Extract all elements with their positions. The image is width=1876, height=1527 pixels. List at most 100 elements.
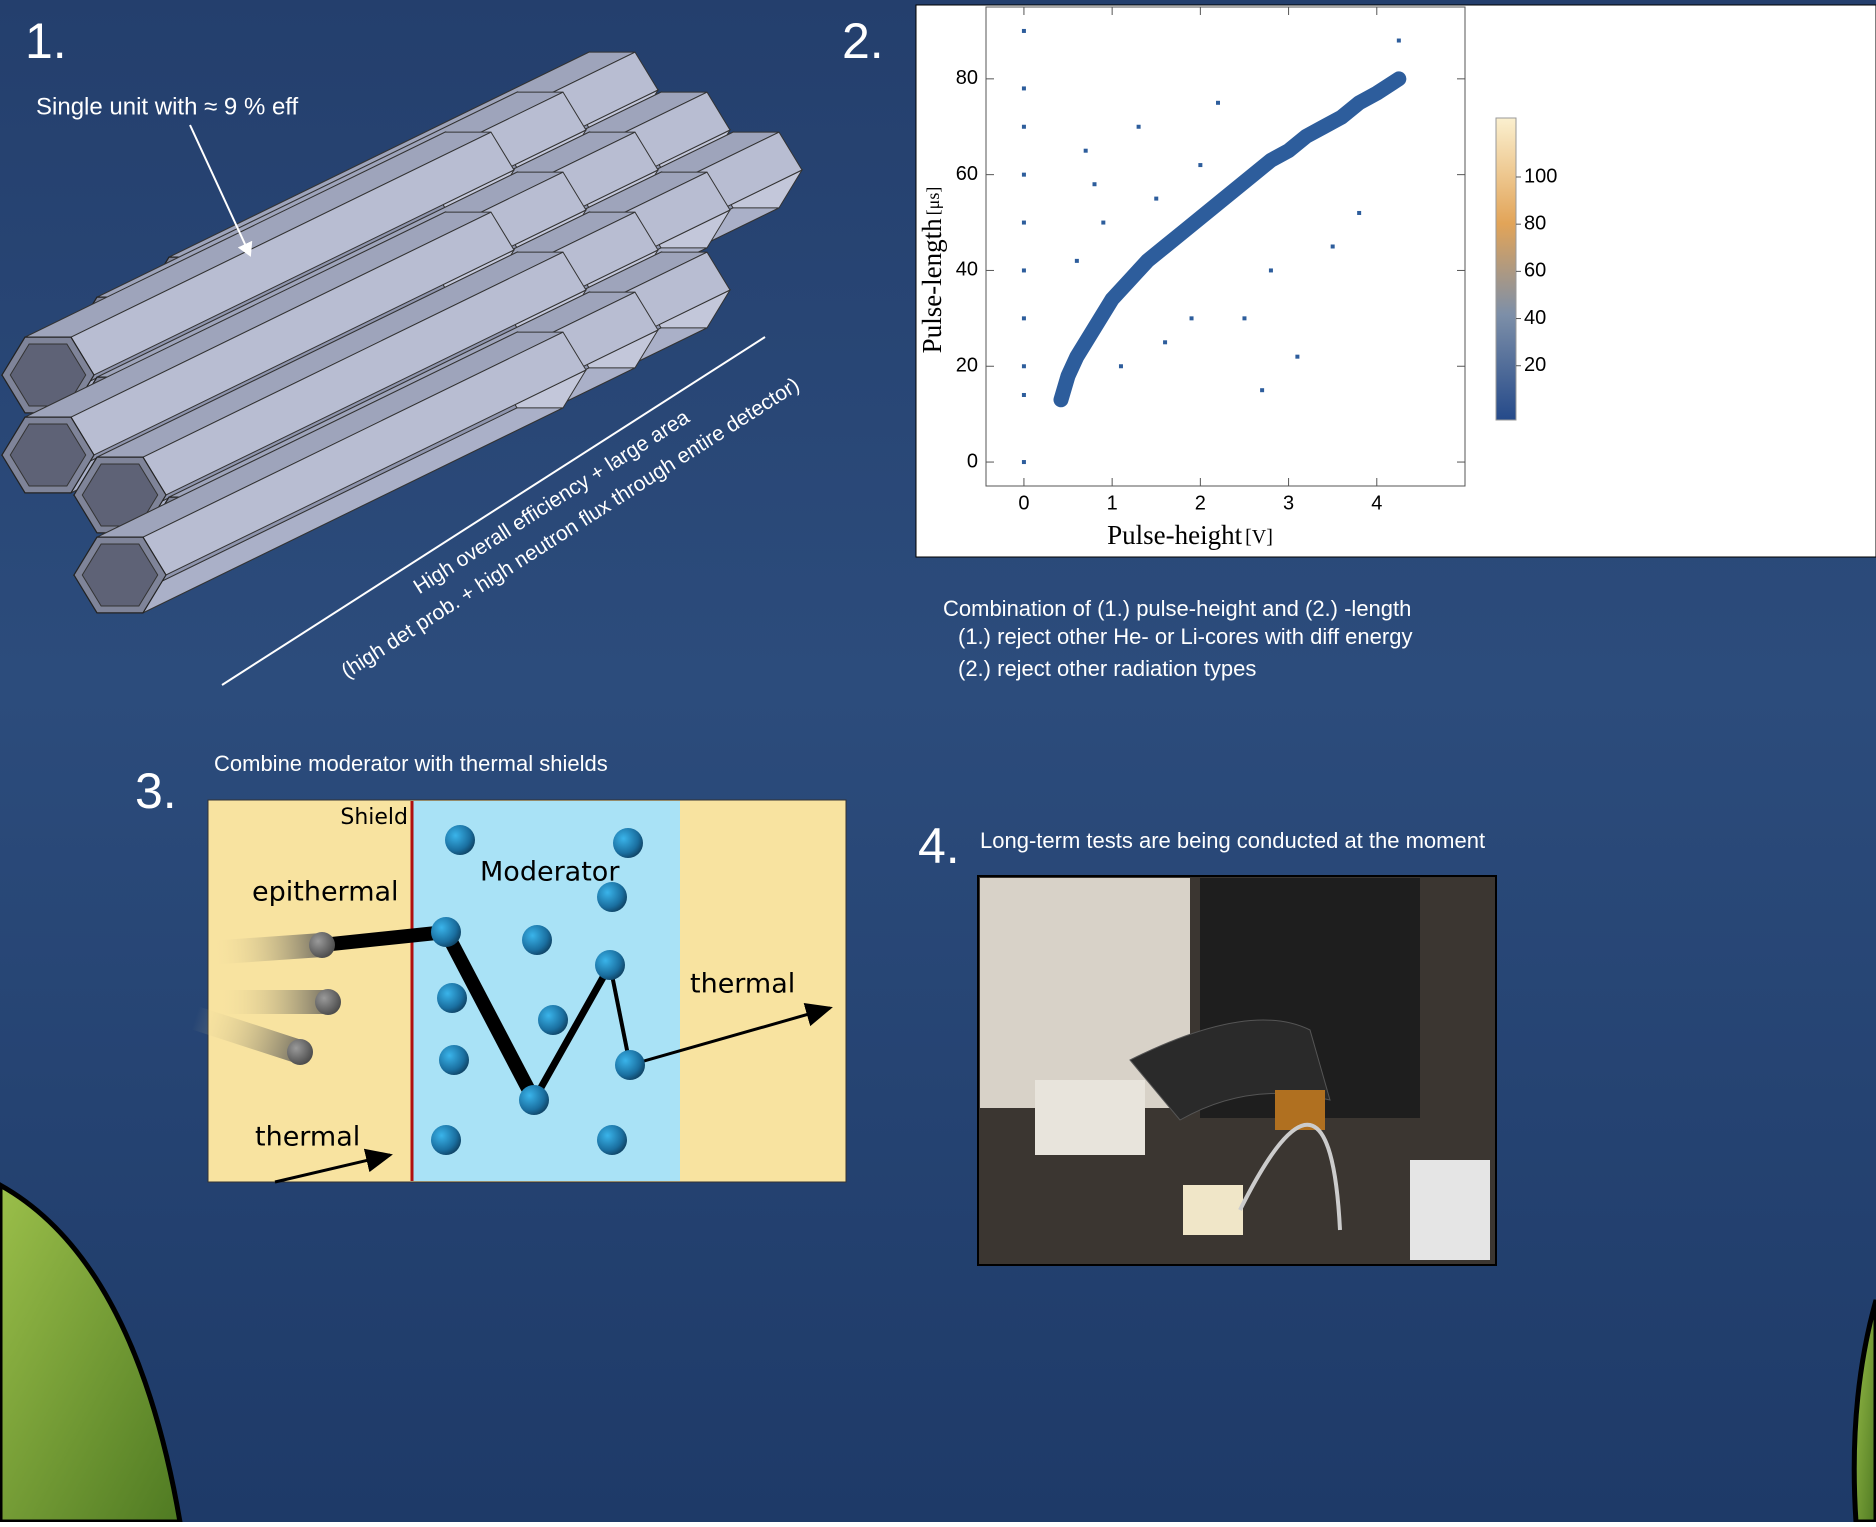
neutron	[309, 932, 335, 958]
hex-bundle	[0, 50, 804, 615]
atom	[437, 983, 467, 1013]
x-tick-label: 4	[1371, 492, 1382, 514]
path-segment	[608, 964, 632, 1066]
density-band	[1053, 71, 1407, 408]
caption: Combine moderator with thermal shields	[214, 751, 608, 776]
scatter-point	[1189, 316, 1194, 321]
note: Combination of (1.) pulse-height and (2.…	[943, 596, 1411, 621]
photo	[977, 875, 1497, 1266]
path-segment	[439, 928, 541, 1104]
divider-line	[221, 336, 766, 686]
y-tick-label: 60	[956, 163, 978, 185]
pointer-arrow	[189, 124, 253, 257]
scatter-point	[1092, 182, 1097, 187]
photo-cover	[1129, 1019, 1331, 1121]
scatter-point	[1074, 258, 1079, 263]
scatter-point	[1268, 268, 1273, 273]
atom	[439, 1045, 469, 1075]
neutron-trail	[191, 1006, 304, 1064]
colorbar-label: 80	[1524, 212, 1546, 234]
photo-device	[1035, 1080, 1145, 1155]
colorbar-label: 40	[1524, 307, 1546, 329]
section-number: 4.	[918, 818, 960, 874]
section-number: 1.	[25, 13, 67, 69]
path-arrow	[629, 1003, 833, 1067]
colorbar-label: 20	[1524, 354, 1546, 376]
atom	[431, 1125, 461, 1155]
scatter-point	[1154, 196, 1159, 201]
hex-inner	[81, 543, 159, 607]
x-tick-label: 0	[1018, 492, 1029, 514]
photo-paper	[1410, 1160, 1490, 1260]
scatter-point	[1021, 28, 1026, 33]
scatter-point	[1295, 354, 1300, 359]
x-tick-label: 1	[1107, 492, 1118, 514]
scatter-point	[1216, 100, 1221, 105]
caption: Single unit with ≈ 9 % eff	[36, 93, 299, 120]
atom	[613, 828, 643, 858]
atom	[597, 1125, 627, 1155]
scatter-point	[1118, 364, 1123, 369]
decor-grass	[1851, 1299, 1876, 1525]
path-segment	[321, 925, 447, 952]
atom	[597, 882, 627, 912]
photo-block	[1183, 1185, 1243, 1235]
atom	[595, 950, 625, 980]
scatter-point	[1021, 392, 1026, 397]
x-tick-label: 2	[1195, 492, 1206, 514]
section-number: 2.	[842, 13, 884, 69]
note: (2.) reject other radiation types	[958, 656, 1256, 681]
diagram-label: epithermal	[252, 877, 399, 908]
neutron	[315, 989, 341, 1015]
y-axis-title: Pulse-length	[917, 218, 947, 353]
y-tick-label: 20	[956, 355, 978, 377]
diagram-label: Moderator	[480, 857, 620, 888]
section-number: 3.	[135, 763, 177, 819]
x-axis-title: Pulse-height	[1107, 520, 1242, 550]
moderator-diagram: Shield Moderator epithermal thermal ther…	[191, 799, 847, 1184]
decor-grass	[0, 1182, 183, 1525]
note: (1.) reject other He- or Li-cores with d…	[958, 624, 1412, 649]
scatter-point	[1021, 364, 1026, 369]
y-axis-unit: [μs]	[923, 187, 943, 216]
diagram-label: thermal	[255, 1122, 360, 1153]
scatter-point	[1083, 148, 1088, 153]
scatter-point	[1021, 268, 1026, 273]
neutron	[287, 1039, 313, 1065]
scatter-point	[1198, 163, 1203, 168]
path-segment	[530, 963, 614, 1102]
y-axis-label: Pulse-length[μs]	[917, 187, 947, 354]
scatter-point	[1357, 210, 1362, 215]
scatter-point	[1021, 86, 1026, 91]
photo-cable	[1238, 1123, 1342, 1231]
y-tick-label: 40	[956, 259, 978, 281]
colorbar	[1495, 117, 1517, 421]
atom	[538, 1005, 568, 1035]
scatter-point	[1021, 220, 1026, 225]
y-tick-label: 0	[967, 450, 978, 472]
path-arrow	[274, 1148, 393, 1184]
atom	[445, 825, 475, 855]
y-tick-label: 80	[956, 67, 978, 89]
scatter-point	[1101, 220, 1106, 225]
neutron-trail	[218, 990, 328, 1014]
x-axis-label: Pulse-height [V]	[1107, 520, 1273, 550]
hex-inner	[9, 423, 87, 487]
atom	[615, 1050, 645, 1080]
neutron-trail	[211, 933, 323, 965]
diagram-label: Shield	[340, 805, 408, 830]
scatter-point	[1021, 172, 1026, 177]
scatter-point	[1330, 244, 1335, 249]
scatter-point	[1021, 124, 1026, 129]
scatter-point	[1260, 388, 1265, 393]
x-axis-unit: [V]	[1245, 526, 1273, 548]
scatter-point	[1136, 124, 1141, 129]
scatter-point	[1242, 316, 1247, 321]
caption: Long-term tests are being conducted at t…	[980, 828, 1485, 853]
scatter-point	[1021, 460, 1026, 465]
scatter-point	[1396, 38, 1401, 43]
scatter-point	[1163, 340, 1168, 345]
